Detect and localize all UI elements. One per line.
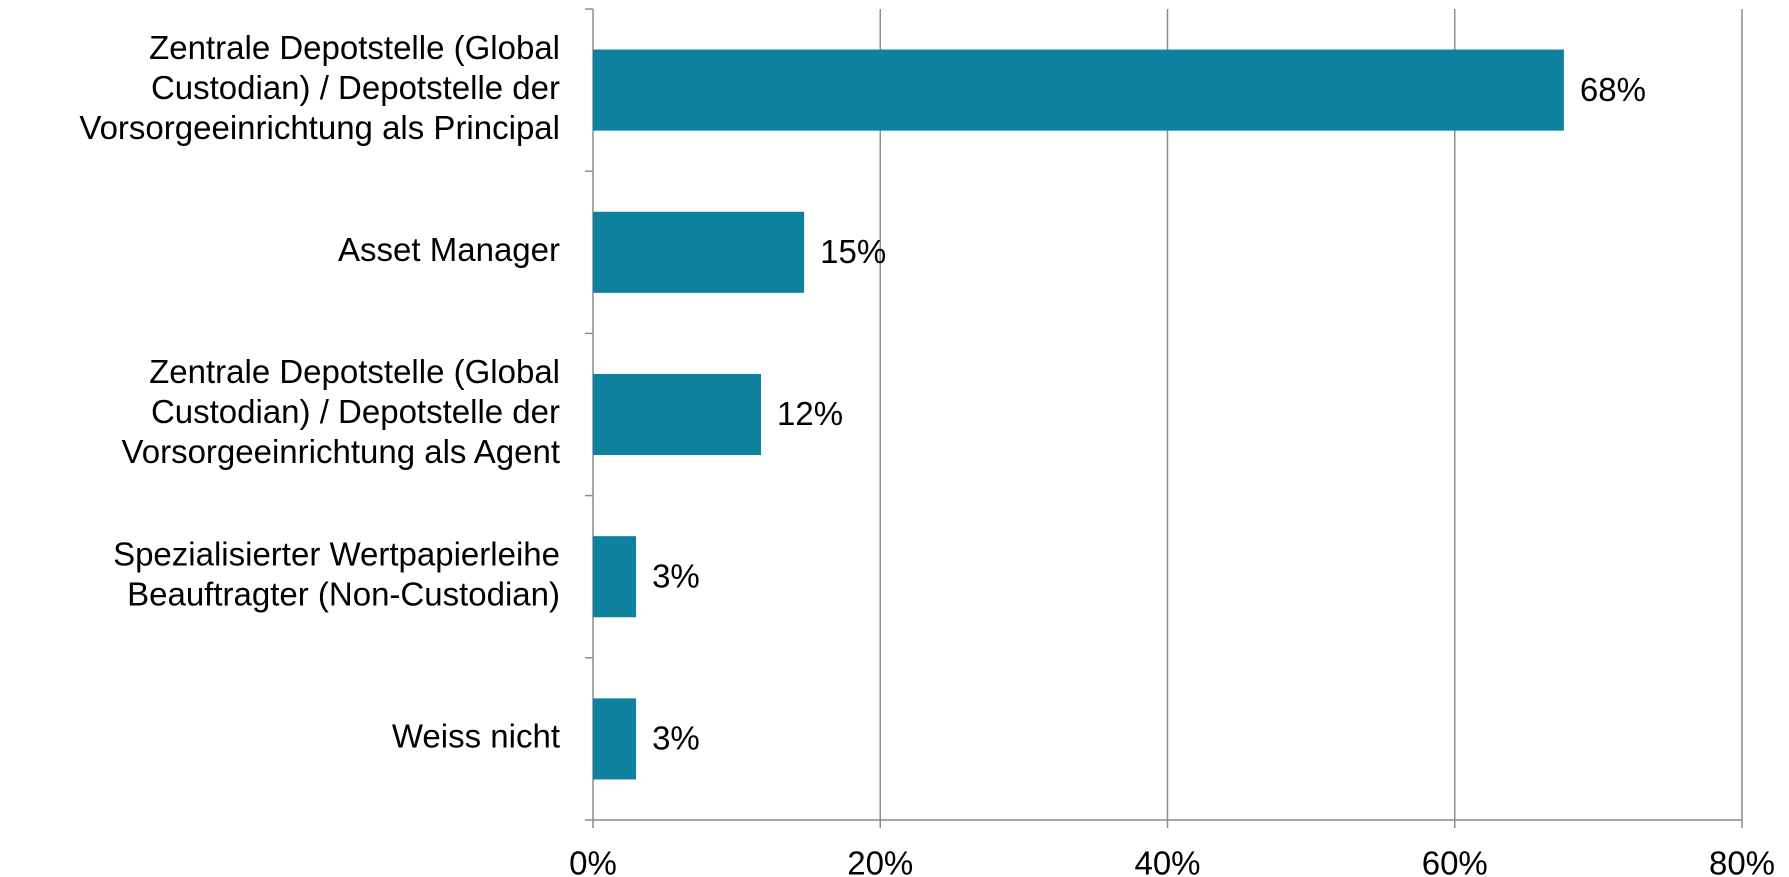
data-label: 15% xyxy=(820,233,886,270)
bar xyxy=(593,211,805,293)
x-tick-label: 40% xyxy=(1134,845,1200,877)
bar xyxy=(593,698,637,780)
x-tick-label: 60% xyxy=(1422,845,1488,877)
x-tick-label: 80% xyxy=(1709,845,1775,877)
y-tick-label: Custodian) / Depotstelle der xyxy=(151,393,560,430)
y-tick-label: Vorsorgeeinrichtung als Principal xyxy=(79,109,560,146)
data-label: 3% xyxy=(652,720,700,757)
bar xyxy=(593,536,637,618)
data-label: 12% xyxy=(777,395,843,432)
y-tick-label: Custodian) / Depotstelle der xyxy=(151,69,560,106)
bar xyxy=(593,373,762,456)
y-tick-label: Zentrale Depotstelle (Global xyxy=(149,29,560,66)
data-label: 3% xyxy=(652,557,700,594)
y-tick-label: Weiss nicht xyxy=(392,718,560,755)
y-tick-label: Asset Manager xyxy=(338,231,560,268)
x-tick-label: 20% xyxy=(847,845,913,877)
y-tick-label: Vorsorgeeinrichtung als Agent xyxy=(122,433,560,470)
data-label: 68% xyxy=(1580,71,1646,108)
y-tick-label: Zentrale Depotstelle (Global xyxy=(149,353,560,390)
y-tick-label: Spezialisierter Wertpapierleihe xyxy=(113,535,560,572)
y-tick-label: Beauftragter (Non-Custodian) xyxy=(127,575,560,612)
bar xyxy=(593,49,1564,131)
x-tick-label: 0% xyxy=(569,845,617,877)
